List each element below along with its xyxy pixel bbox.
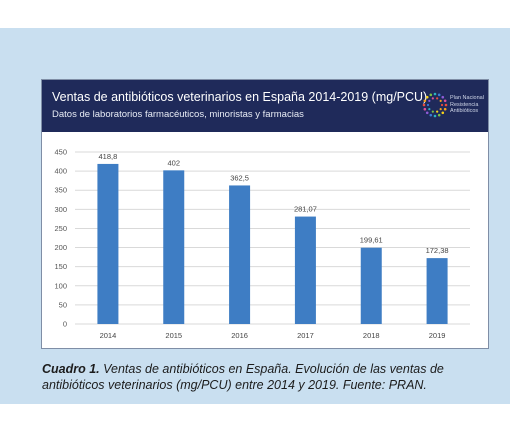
- logo-dot: [441, 111, 445, 115]
- logo-line-3: Antibióticos: [450, 108, 479, 114]
- logo-dot: [444, 103, 448, 107]
- logo-dot: [429, 113, 433, 117]
- y-tick-label: 100: [54, 281, 67, 290]
- logo-dot: [443, 99, 447, 103]
- logo-dot: [425, 95, 429, 99]
- logo-dot: [423, 107, 427, 111]
- logo-dot: [428, 99, 431, 102]
- data-label: 199,61: [360, 236, 383, 245]
- data-label: 281,07: [294, 205, 317, 214]
- logo-dot: [429, 93, 433, 97]
- y-tick-label: 50: [59, 300, 67, 309]
- bar: [426, 258, 448, 324]
- logo-line-1: Plan Nacional: [450, 95, 484, 101]
- logo-dot: [428, 108, 431, 111]
- logo-dot: [437, 113, 441, 117]
- data-label: 418,8: [99, 152, 118, 161]
- bar: [294, 216, 316, 324]
- caption-label: Cuadro 1.: [42, 362, 100, 376]
- y-tick-label: 250: [54, 224, 67, 233]
- logo-dot: [433, 114, 437, 118]
- logo-dot: [433, 92, 437, 96]
- logo-dot: [439, 108, 442, 111]
- bar: [229, 185, 251, 324]
- x-tick-label: 2018: [363, 331, 380, 340]
- chart-header: Ventas de antibióticos veterinarios en E…: [42, 80, 488, 132]
- x-tick-label: 2015: [165, 331, 182, 340]
- y-tick-label: 350: [54, 186, 67, 195]
- chart-title: Ventas de antibióticos veterinarios en E…: [52, 90, 428, 104]
- bar: [360, 247, 382, 324]
- logo-dot: [443, 107, 447, 111]
- y-tick-label: 200: [54, 243, 67, 252]
- y-tick-label: 400: [54, 167, 67, 176]
- logo-dot: [431, 110, 434, 113]
- bar-chart: 0 50 100 150 200 250 300 350 400 450 418,8 2014 402 2…: [54, 148, 470, 340]
- x-tick-label: 2014: [100, 331, 117, 340]
- figure-panel: Ventas de antibióticos veterinarios en E…: [0, 28, 510, 404]
- y-tick-label: 150: [54, 262, 67, 271]
- bar: [97, 163, 119, 324]
- data-label: 172,38: [426, 246, 449, 255]
- y-tick-label: 0: [63, 320, 67, 329]
- data-label: 362,5: [230, 173, 249, 182]
- logo-dot: [422, 103, 426, 107]
- logo-dot: [431, 97, 434, 100]
- logo-line-2: Resistencia: [450, 101, 479, 108]
- logo-dot: [436, 97, 439, 100]
- y-tick-label: 300: [54, 205, 67, 214]
- x-tick-label: 2016: [231, 331, 248, 340]
- logo-dot: [426, 103, 430, 107]
- logo-dot: [440, 103, 444, 107]
- chart-subtitle: Datos de laboratorios farmacéuticos, min…: [52, 109, 304, 120]
- logo-dot: [441, 95, 445, 99]
- caption-text: Ventas de antibióticos en España. Evoluc…: [42, 362, 444, 392]
- y-tick-label: 450: [54, 148, 67, 157]
- logo-dot: [436, 110, 439, 113]
- bar: [163, 170, 185, 324]
- pran-logo-icon: [422, 92, 448, 118]
- logo-dot: [423, 99, 427, 103]
- logo-dot: [437, 93, 441, 97]
- figure-caption: Cuadro 1. Ventas de antibióticos en Espa…: [42, 362, 502, 393]
- pran-logo-text: Plan Nacional Resistencia Antibióticos: [450, 95, 484, 115]
- data-label: 402: [167, 158, 180, 167]
- x-tick-label: 2019: [429, 331, 446, 340]
- chart-figure: Ventas de antibióticos veterinarios en E…: [41, 79, 489, 349]
- logo-dot: [425, 111, 429, 115]
- logo-dot: [439, 99, 442, 102]
- x-tick-label: 2017: [297, 331, 314, 340]
